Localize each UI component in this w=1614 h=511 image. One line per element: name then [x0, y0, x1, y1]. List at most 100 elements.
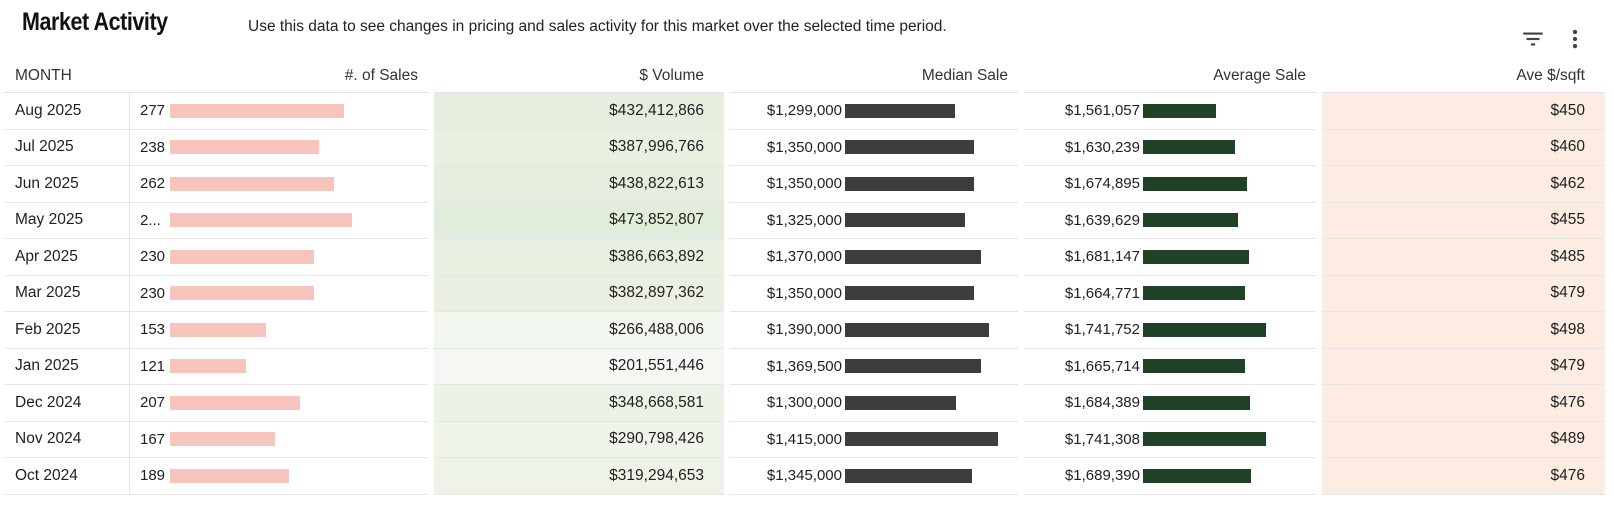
ppsf-cell: $498	[1322, 312, 1605, 349]
table-row[interactable]: Feb 2025 153 $266,488,006 $1,390,000 $1,741,…	[5, 312, 1605, 349]
column-gap	[1316, 60, 1322, 93]
median-bar	[845, 322, 989, 337]
sales-value: 153	[140, 321, 166, 339]
average-value: $1,664,771	[1064, 284, 1140, 302]
market-activity-table: MONTH #. of Sales $ Volume Median Sale A…	[5, 60, 1605, 495]
median-cell: $1,370,000	[730, 239, 1018, 276]
median-value: $1,345,000	[766, 467, 842, 485]
page-title: Market Activity	[22, 8, 168, 36]
average-value: $1,561,057	[1064, 102, 1140, 120]
column-header-average[interactable]: Average Sale	[1024, 60, 1316, 93]
table-row[interactable]: Aug 2025 277 $432,412,866 $1,299,000 $1,561,…	[5, 93, 1605, 130]
average-bar	[1143, 213, 1238, 228]
column-gap	[1316, 421, 1322, 458]
column-gap	[1018, 385, 1024, 422]
column-gap	[428, 458, 434, 495]
column-header-volume[interactable]: $ Volume	[434, 60, 724, 93]
volume-cell: $473,852,807	[434, 202, 724, 239]
average-cell: $1,630,239	[1024, 130, 1316, 166]
average-cell: $1,639,629	[1024, 203, 1316, 239]
volume-cell: $319,294,653	[434, 458, 724, 495]
average-cell: $1,684,389	[1024, 385, 1316, 422]
median-value: $1,370,000	[766, 248, 842, 266]
sales-bar	[170, 359, 246, 374]
sales-cell: 238	[130, 130, 428, 166]
median-value: $1,350,000	[766, 138, 842, 156]
column-gap	[1018, 421, 1024, 458]
table-row[interactable]: Apr 2025 230 $386,663,892 $1,370,000 $1,681,…	[5, 239, 1605, 276]
median-cell: $1,299,000	[730, 93, 1018, 130]
table-row[interactable]: May 2025 2... $473,852,807 $1,325,000 $1,639…	[5, 202, 1605, 239]
volume-cell: $382,897,362	[434, 275, 724, 312]
column-gap	[724, 129, 730, 166]
average-cell: $1,681,147	[1024, 239, 1316, 276]
average-bar	[1143, 103, 1216, 118]
average-bar	[1143, 468, 1251, 483]
sales-cell: 121	[130, 349, 428, 385]
column-header-median[interactable]: Median Sale	[730, 60, 1018, 93]
average-value: $1,630,239	[1064, 138, 1140, 156]
filter-button[interactable]	[1520, 26, 1546, 52]
column-gap	[1018, 202, 1024, 239]
table-row[interactable]: Mar 2025 230 $382,897,362 $1,350,000 $1,664,…	[5, 275, 1605, 312]
sales-value: 277	[140, 102, 166, 120]
sales-bar	[170, 322, 266, 337]
column-header-month[interactable]: MONTH	[5, 60, 130, 93]
table-row[interactable]: Jun 2025 262 $438,822,613 $1,350,000 $1,674,…	[5, 166, 1605, 203]
median-cell: $1,300,000	[730, 385, 1018, 422]
sales-value: 189	[140, 467, 166, 485]
column-gap	[724, 385, 730, 422]
column-gap	[1316, 385, 1322, 422]
column-gap	[1316, 129, 1322, 166]
column-gap	[724, 93, 730, 130]
average-bar	[1143, 176, 1247, 191]
median-bar	[845, 140, 974, 155]
median-cell: $1,345,000	[730, 458, 1018, 495]
ppsf-cell: $479	[1322, 348, 1605, 385]
column-gap	[1018, 60, 1024, 93]
sales-value: 262	[140, 175, 166, 193]
table-row[interactable]: Jul 2025 238 $387,996,766 $1,350,000 $1,630,…	[5, 129, 1605, 166]
ppsf-cell: $485	[1322, 239, 1605, 276]
column-gap	[428, 421, 434, 458]
average-value: $1,684,389	[1064, 394, 1140, 412]
sales-cell: 189	[130, 458, 428, 495]
median-bar	[845, 468, 972, 483]
average-cell: $1,665,714	[1024, 349, 1316, 385]
volume-cell: $438,822,613	[434, 166, 724, 203]
median-cell: $1,390,000	[730, 312, 1018, 349]
sales-value: 121	[140, 357, 166, 375]
table-row[interactable]: Nov 2024 167 $290,798,426 $1,415,000 $1,741,…	[5, 421, 1605, 458]
month-cell: Oct 2024	[5, 458, 130, 495]
median-value: $1,350,000	[766, 175, 842, 193]
sales-cell: 207	[130, 385, 428, 422]
column-gap	[724, 348, 730, 385]
sales-bar	[170, 213, 352, 228]
more-vert-icon	[1572, 29, 1578, 49]
column-gap	[1018, 239, 1024, 276]
month-cell: Jan 2025	[5, 348, 130, 385]
column-gap	[724, 202, 730, 239]
column-gap	[724, 458, 730, 495]
more-options-button[interactable]	[1562, 26, 1588, 52]
table-row[interactable]: Oct 2024 189 $319,294,653 $1,345,000 $1,689,…	[5, 458, 1605, 495]
column-header-sales[interactable]: #. of Sales	[130, 60, 428, 93]
median-value: $1,299,000	[766, 102, 842, 120]
volume-cell: $266,488,006	[434, 312, 724, 349]
average-value: $1,741,308	[1064, 430, 1140, 448]
ppsf-cell: $479	[1322, 275, 1605, 312]
volume-cell: $387,996,766	[434, 129, 724, 166]
median-cell: $1,350,000	[730, 276, 1018, 312]
column-gap	[1316, 312, 1322, 349]
ppsf-cell: $460	[1322, 129, 1605, 166]
sales-cell: 153	[130, 312, 428, 349]
sales-bar	[170, 286, 314, 301]
month-cell: Jun 2025	[5, 166, 130, 203]
table-row[interactable]: Jan 2025 121 $201,551,446 $1,369,500 $1,665,…	[5, 348, 1605, 385]
column-gap	[428, 239, 434, 276]
table-row[interactable]: Dec 2024 207 $348,668,581 $1,300,000 $1,684,…	[5, 385, 1605, 422]
median-cell: $1,415,000	[730, 422, 1018, 458]
column-gap	[428, 129, 434, 166]
column-header-ppsf[interactable]: Ave $/sqft	[1322, 60, 1605, 93]
sales-bar	[170, 140, 319, 155]
